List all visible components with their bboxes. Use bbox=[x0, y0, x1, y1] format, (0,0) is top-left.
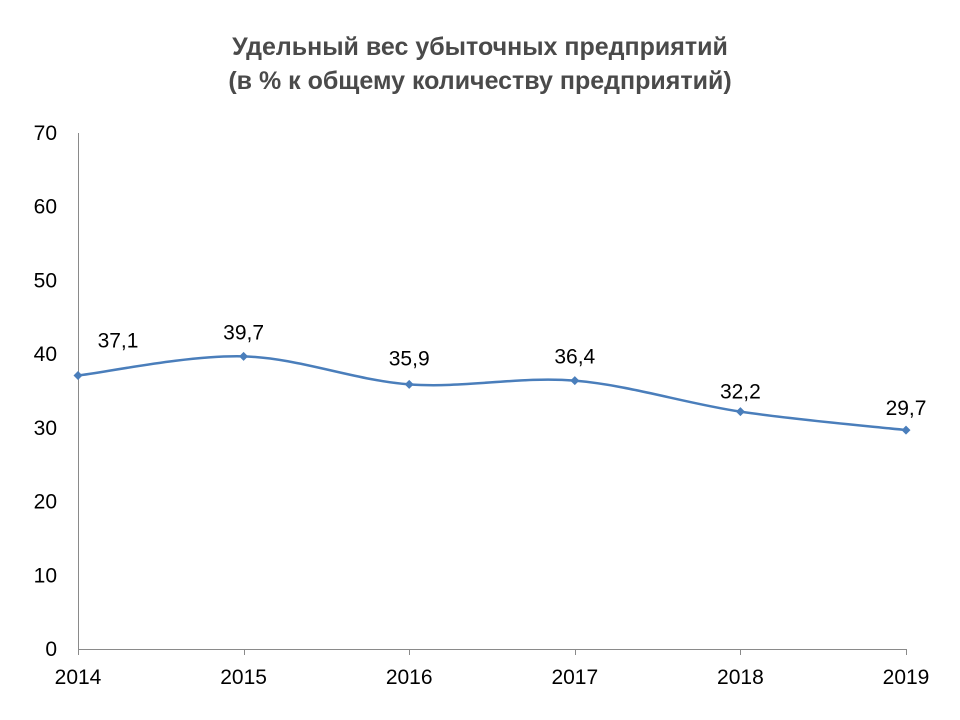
y-tick-label: 50 bbox=[34, 269, 57, 292]
x-tick-label: 2016 bbox=[386, 666, 433, 689]
series-line bbox=[77, 355, 907, 432]
x-axis-tick-labels: 2014 2015 2016 2017 2018 2019 bbox=[55, 666, 930, 689]
x-tick-label: 2019 bbox=[883, 666, 930, 689]
chart-title-line-2: (в % к общему количеству предприятий) bbox=[228, 67, 731, 95]
y-tick-label: 70 bbox=[34, 122, 57, 145]
x-tick-label: 2015 bbox=[220, 666, 267, 689]
data-point-marker bbox=[735, 407, 745, 417]
y-tick-label: 0 bbox=[45, 638, 57, 661]
data-label: 29,7 bbox=[886, 397, 927, 420]
data-label: 37,1 bbox=[98, 330, 139, 353]
x-axis-tick-marks bbox=[78, 649, 907, 655]
x-tick-label: 2017 bbox=[551, 666, 598, 689]
y-tick-label: 40 bbox=[34, 343, 57, 366]
data-labels: 37,1 39,7 35,9 36,4 32,2 29,7 bbox=[98, 321, 927, 420]
data-point-marker bbox=[570, 376, 580, 386]
data-point-marker bbox=[73, 371, 83, 381]
data-label: 35,9 bbox=[389, 347, 430, 370]
data-label: 36,4 bbox=[554, 346, 595, 369]
data-point-marker bbox=[239, 351, 249, 361]
series-markers bbox=[73, 351, 911, 435]
data-label: 39,7 bbox=[223, 321, 264, 344]
y-tick-label: 30 bbox=[34, 417, 57, 440]
data-label: 32,2 bbox=[720, 381, 761, 404]
y-tick-label: 60 bbox=[34, 196, 57, 219]
chart-title-line-1: Удельный вес убыточных предприятий bbox=[232, 33, 728, 61]
data-point-marker bbox=[404, 379, 414, 389]
y-axis-tick-labels: 0 10 20 30 40 50 60 70 bbox=[34, 122, 57, 661]
y-tick-label: 10 bbox=[34, 564, 57, 587]
x-tick-label: 2018 bbox=[717, 666, 764, 689]
y-tick-label: 20 bbox=[34, 491, 57, 514]
x-tick-label: 2014 bbox=[55, 666, 102, 689]
data-point-marker bbox=[901, 425, 911, 435]
